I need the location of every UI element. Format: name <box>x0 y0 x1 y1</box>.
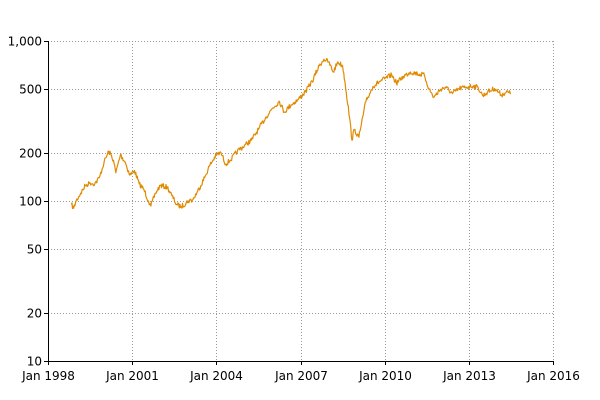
x-tick-label: Jan 2016 <box>526 369 580 383</box>
y-tick-label: 100 <box>19 195 42 209</box>
x-tick-label: Jan 2004 <box>189 369 243 383</box>
y-tick-label: 20 <box>27 307 42 321</box>
x-axis-ticks: Jan 1998 Jan 2001 Jan 2004 Jan 2007 Jan 2010… <box>21 361 580 383</box>
x-tick-label: Jan 2013 <box>442 369 496 383</box>
x-tick-label: Jan 2001 <box>105 369 159 383</box>
y-tick-label: 500 <box>19 83 42 97</box>
y-tick-label: 10 <box>27 355 42 369</box>
y-axis-ticks: 10 20 50 100 200 500 1,000 <box>8 35 48 369</box>
x-tick-label: Jan 2010 <box>358 369 412 383</box>
grid <box>48 41 554 362</box>
series-line <box>70 58 511 210</box>
y-tick-label: 1,000 <box>8 35 42 49</box>
x-tick-label: Jan 2007 <box>274 369 328 383</box>
x-tick-label: Jan 1998 <box>21 369 75 383</box>
series <box>70 58 511 210</box>
y-tick-label: 200 <box>19 147 42 161</box>
y-tick-label: 50 <box>27 243 42 257</box>
